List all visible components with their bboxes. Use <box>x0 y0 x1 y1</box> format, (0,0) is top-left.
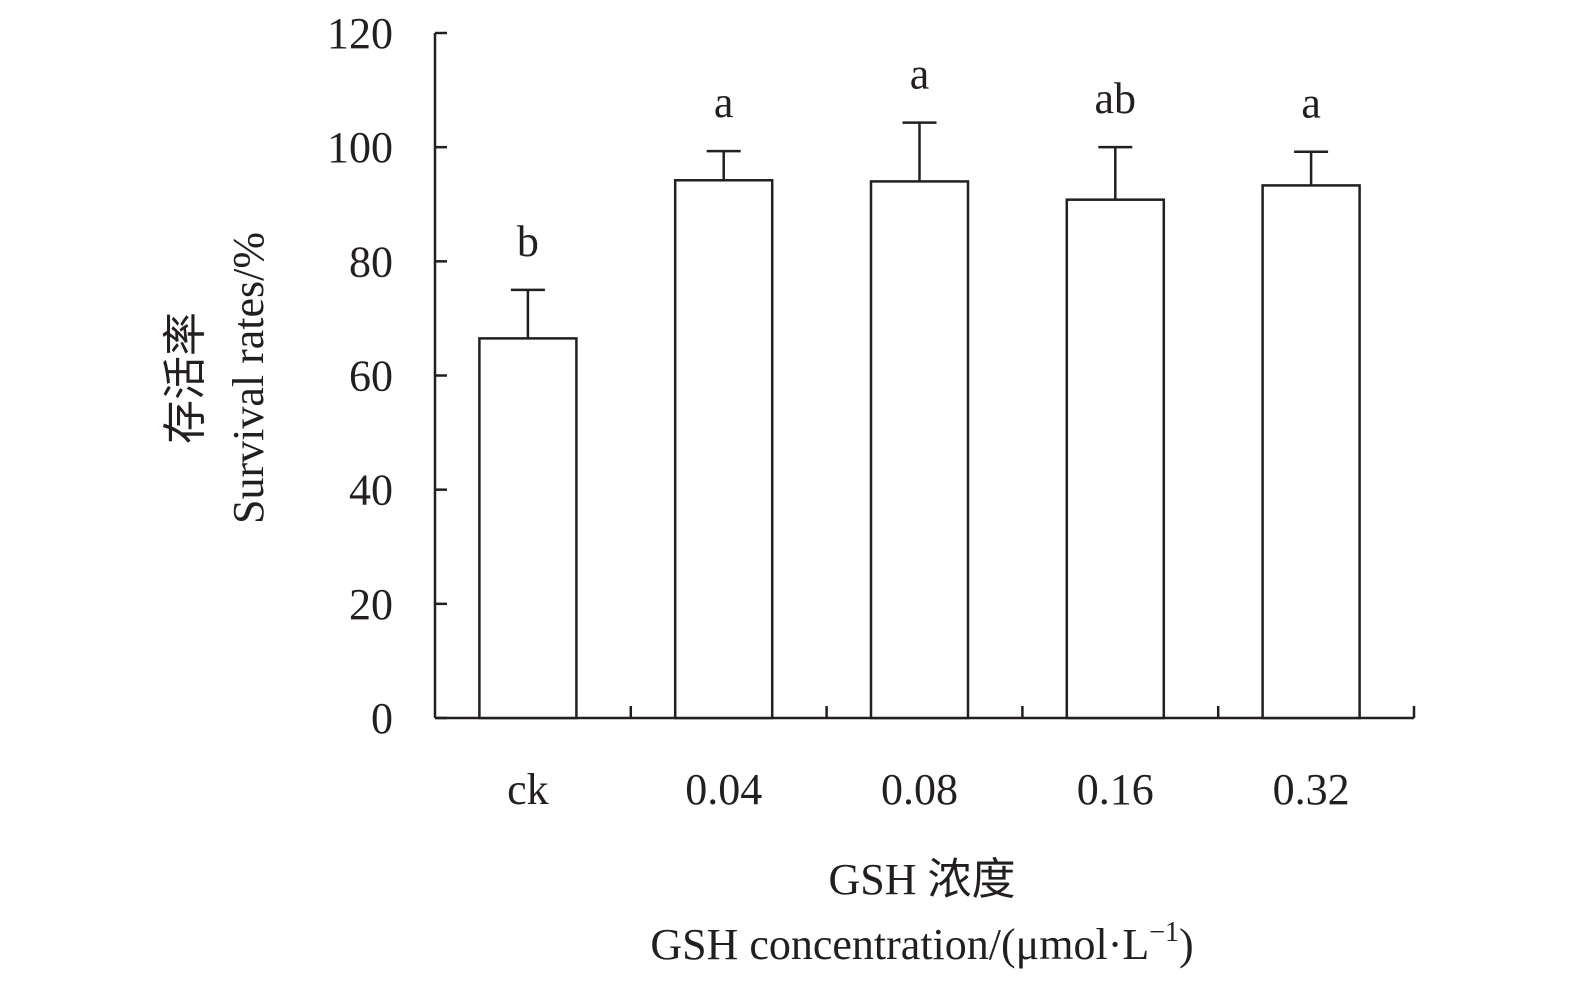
bar <box>1261 184 1361 720</box>
bar <box>673 179 774 720</box>
bars-group <box>478 121 1361 720</box>
significance-label: ab <box>1095 74 1137 123</box>
x-axis-title-en-sup: −1 <box>1149 917 1179 948</box>
x-axis-title-en: GSH concentration/(μmol·L−1) <box>650 917 1193 969</box>
significance-label: a <box>910 50 930 99</box>
y-tick-label: 60 <box>349 352 393 401</box>
bar <box>869 180 970 720</box>
x-axis-title-en-main: GSH concentration/(μmol·L <box>650 920 1149 969</box>
y-tick-label: 40 <box>349 466 393 515</box>
x-tick-label: ck <box>507 765 549 814</box>
x-tick-label: 0.32 <box>1273 765 1350 814</box>
bar <box>1065 198 1166 720</box>
significance-label: a <box>1301 79 1321 128</box>
y-axis-title-cn: 存活率 <box>161 312 210 444</box>
y-axis-title-en: Survival rates/% <box>224 232 273 524</box>
x-axis-title-en-end: ) <box>1179 920 1194 969</box>
significance-label: b <box>517 217 539 266</box>
x-tick-label: 0.08 <box>881 765 958 814</box>
x-axis-title-cn: GSH 浓度 <box>828 855 1015 904</box>
significance-label: a <box>714 78 734 127</box>
x-tick-label: 0.04 <box>685 765 762 814</box>
labels-group: 0 20 40 60 80 100 120 b ck a 0.04 a 0.08 ab 0.16 a 0.32 <box>327 9 1350 814</box>
axes-group <box>433 31 1416 720</box>
y-tick-label: 20 <box>349 580 393 629</box>
bar <box>478 337 578 720</box>
y-tick-label: 100 <box>327 123 393 172</box>
y-tick-label: 120 <box>327 9 393 58</box>
y-tick-label: 80 <box>349 237 393 286</box>
y-tick-label: 0 <box>371 694 393 743</box>
x-tick-label: 0.16 <box>1077 765 1154 814</box>
